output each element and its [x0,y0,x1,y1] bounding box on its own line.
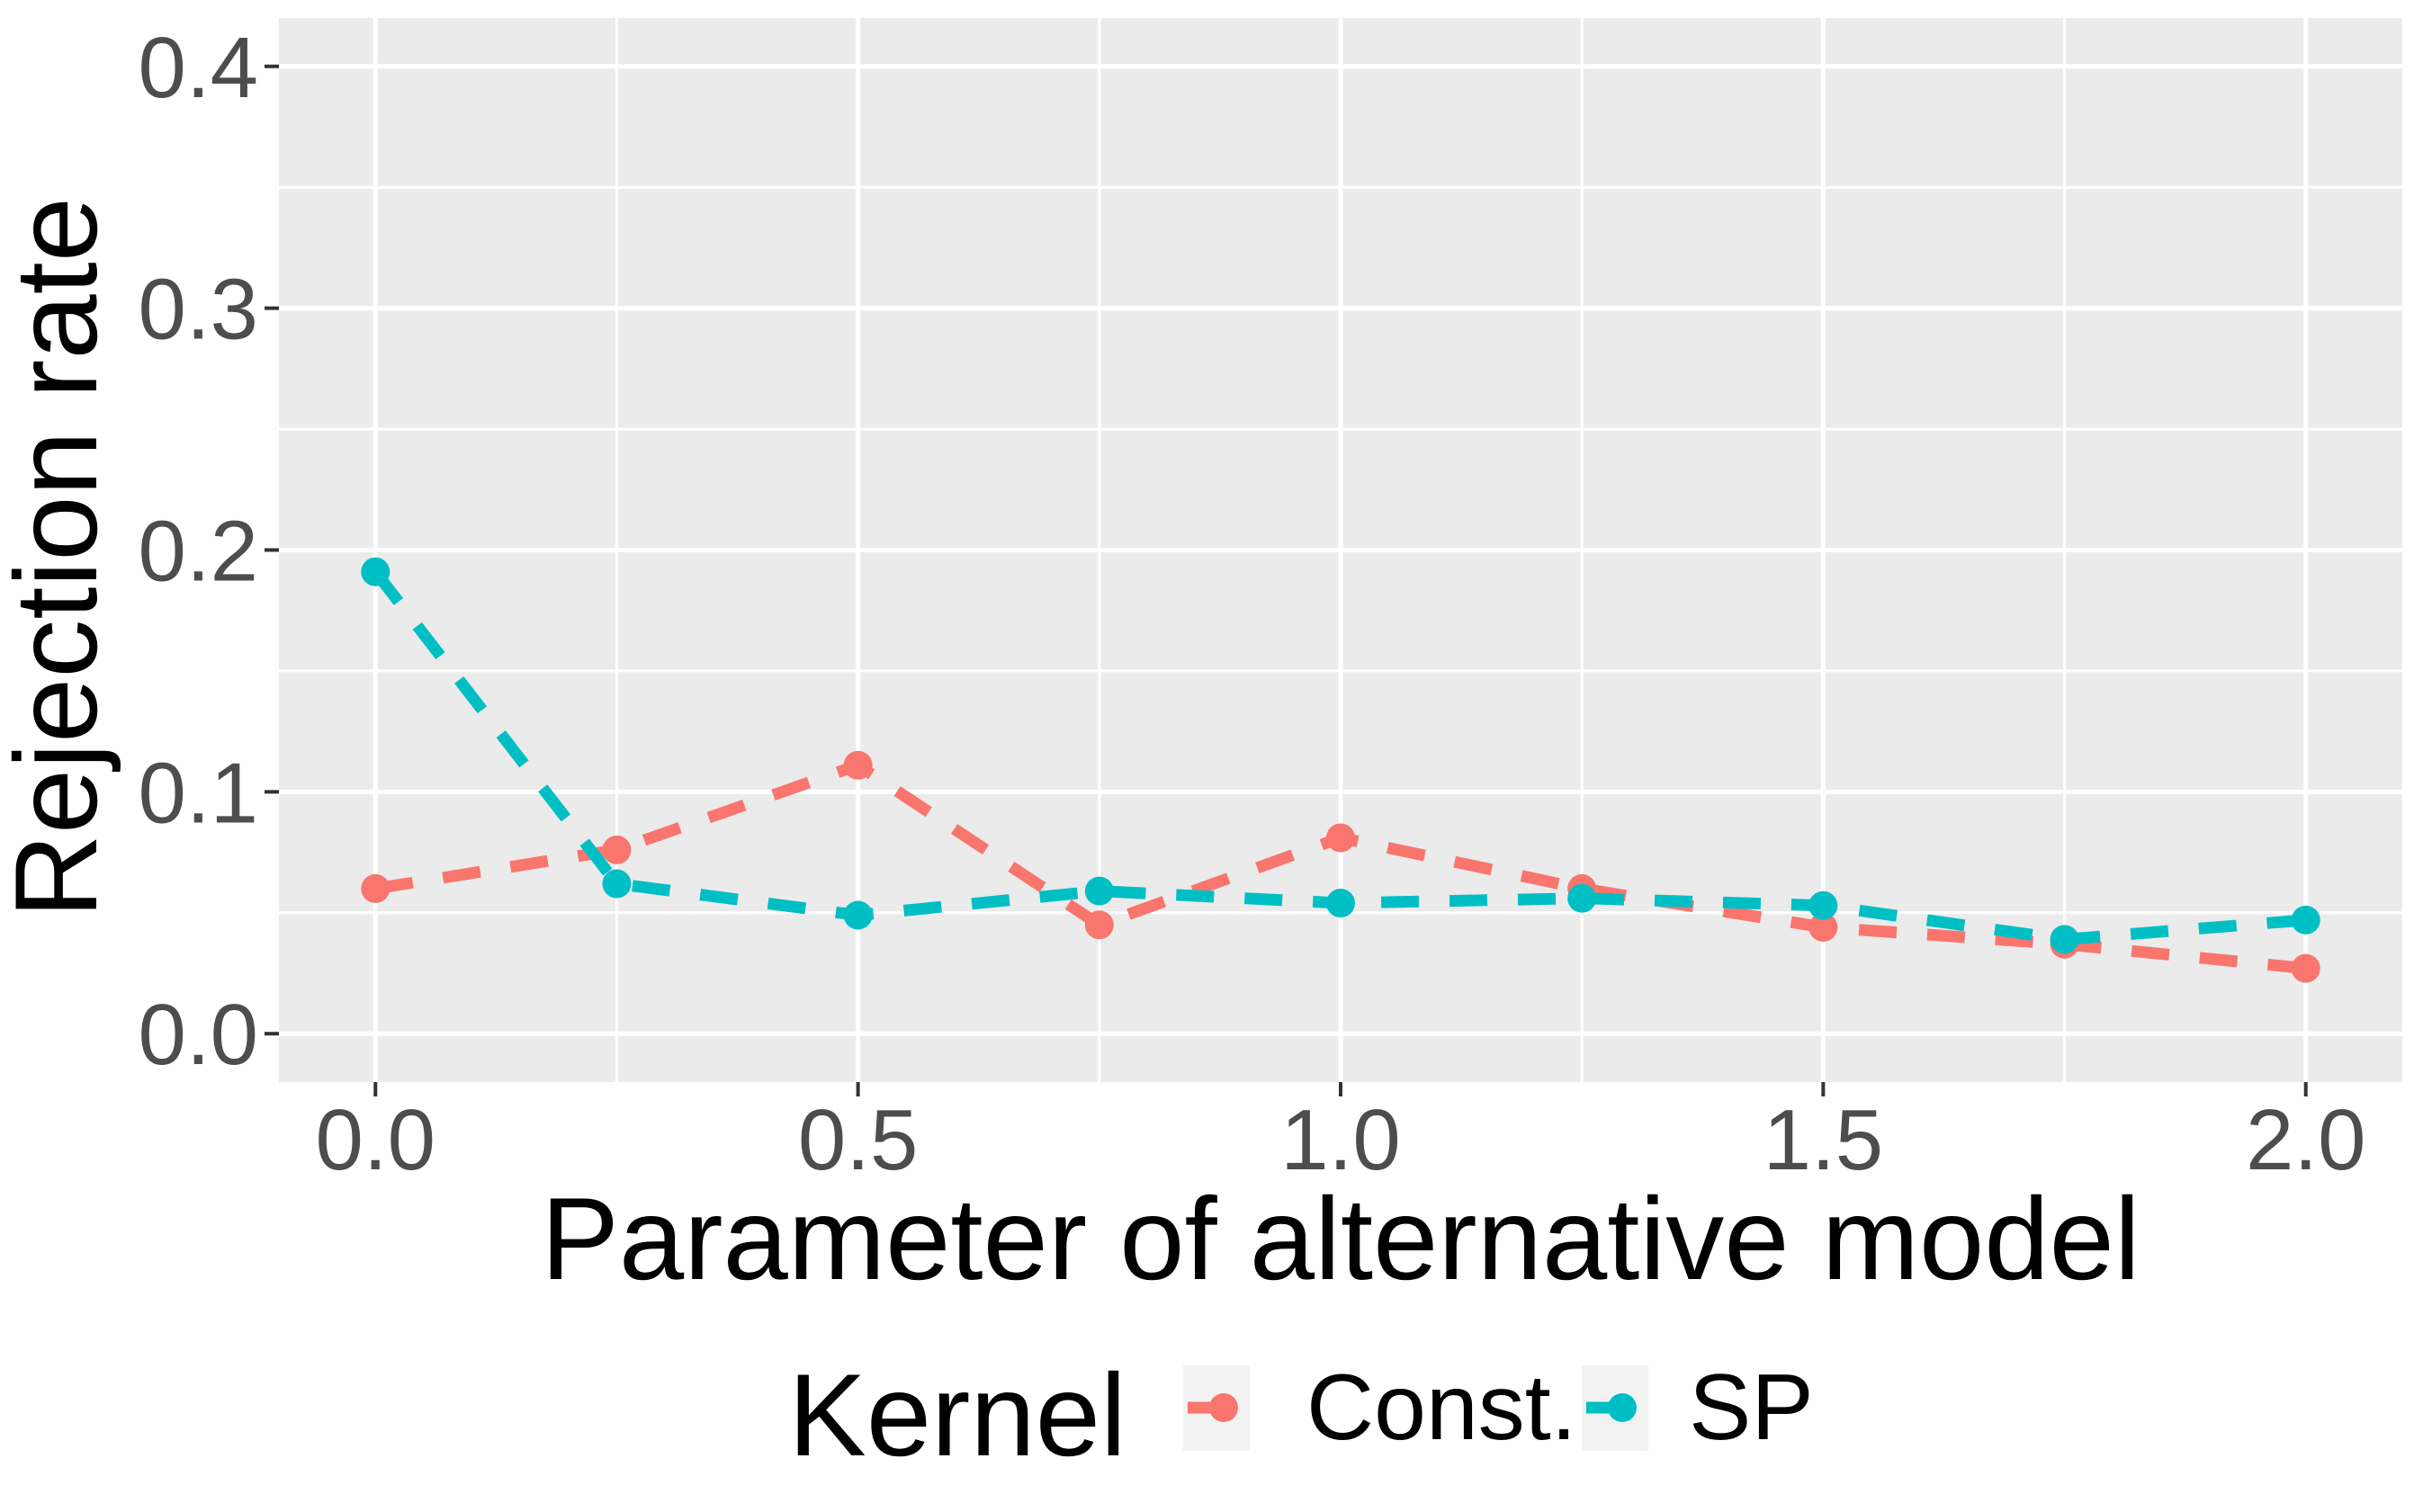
data-point [1567,883,1597,913]
data-point [2050,925,2079,954]
x-tick-label: 2.0 [2246,1092,2365,1188]
data-point [2291,905,2320,935]
data-point [602,835,632,864]
data-point [361,557,390,586]
data-point [1084,910,1114,940]
data-point [843,750,873,780]
legend: Kernel Const. SP [788,1349,1814,1481]
y-tick-label: 0.0 [139,987,258,1083]
data-point [843,900,873,930]
y-tick-label: 0.2 [139,504,258,600]
data-point [1808,912,1838,942]
x-tick-label: 0.5 [798,1092,918,1188]
data-point [1326,823,1355,853]
legend-item-const: Const. [1183,1355,1577,1460]
plot-panel: 0.0 0.5 1.0 1.5 2.0 0.0 0.1 0.2 0.3 0.4 [139,18,2402,1188]
x-tick-label: 1.0 [1280,1092,1400,1188]
legend-label-const: Const. [1306,1355,1577,1460]
y-tick-label: 0.1 [139,745,258,841]
data-point [2291,953,2320,983]
legend-item-sp: SP [1582,1355,1814,1460]
y-tick-label: 0.4 [139,20,258,116]
x-tick-label: 0.0 [316,1092,435,1188]
const-point-marker-icon [1188,1393,1238,1422]
y-tick-label: 0.3 [139,262,258,358]
legend-title: Kernel [788,1349,1126,1481]
x-tick-label: 1.5 [1763,1092,1883,1188]
y-axis-title: Rejection rate [0,197,121,918]
data-point [1084,876,1114,906]
data-point [1326,889,1355,918]
x-axis-title: Parameter of alternative model [541,1173,2140,1304]
sp-point-marker-icon [1586,1393,1637,1422]
data-point [602,869,632,899]
legend-label-sp: SP [1689,1355,1814,1460]
data-point [1808,890,1838,920]
data-point [361,873,390,903]
